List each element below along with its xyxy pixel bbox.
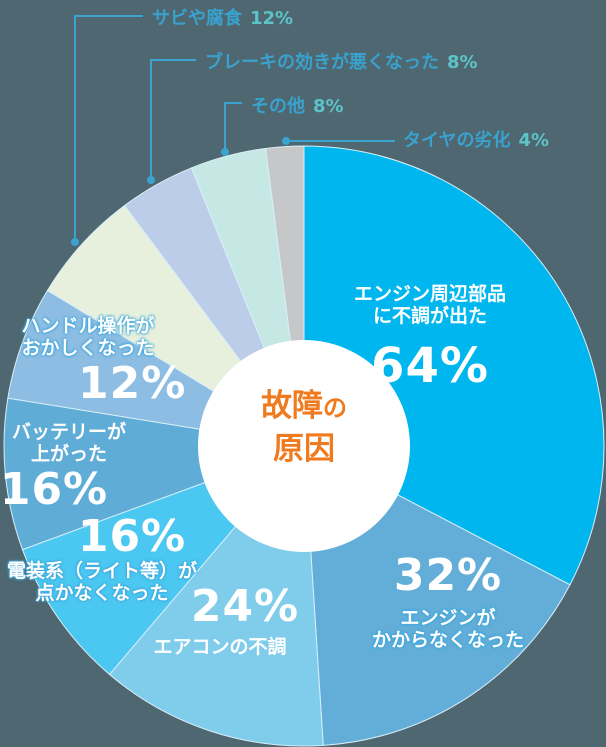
callout-other: その他 8% (251, 92, 344, 118)
label-name: に不調が出た (372, 304, 487, 327)
center-title-line2: 原因 (273, 431, 335, 468)
center-hole (198, 340, 410, 552)
label-name: 上がった (30, 442, 107, 465)
callout-tire: タイヤの劣化 4% (403, 126, 549, 152)
label-pct: 32% (393, 550, 503, 601)
label-pct: 24% (190, 581, 300, 632)
label-battery: バッテリーが 上がった 16% (0, 421, 134, 514)
label-name: エアコンの不調 (153, 636, 287, 659)
label-name: エンジン周辺部品 (353, 283, 506, 305)
callout-label: タイヤの劣化 (403, 130, 511, 151)
callout-line (150, 59, 196, 180)
callout-dot (147, 176, 155, 184)
label-name: 電装系（ライト等）が (6, 560, 197, 583)
label-pct: 64% (371, 337, 489, 394)
label-name: かからなくなった (371, 629, 524, 652)
label-name: ハンドル操作が (21, 315, 155, 337)
label-pct: 16% (0, 463, 109, 515)
label-name: 点かなくなった (35, 582, 169, 605)
label-engine-start: 32% エンジンが かからなくなった (358, 550, 538, 652)
callout-pct: 8% (313, 96, 344, 117)
label-steering: ハンドル操作が おかしくなった 12% (8, 315, 187, 409)
center-title-word: 故障 (261, 388, 323, 424)
label-name: バッテリーが (11, 421, 126, 443)
label-engine-parts: エンジン周辺部品 に不調が出た 64% (330, 283, 530, 394)
callout-label: サビや腐食 (152, 8, 242, 29)
callout-pct: 8% (447, 52, 478, 73)
callout-label: その他 (251, 96, 305, 117)
callout-label: ブレーキの効きが悪くなった (205, 52, 439, 73)
callout-line (74, 15, 143, 242)
callout-pct: 4% (518, 130, 550, 151)
label-electrical: 16% 電装系（ライト等）が 点かなくなった (2, 511, 202, 605)
label-name: エンジンが (400, 607, 496, 630)
callout-line (224, 102, 242, 152)
callout-lines (71, 15, 395, 246)
callout-brake: ブレーキの効きが悪くなった 8% (205, 48, 478, 74)
center-title: 故障の 原因 (204, 385, 404, 472)
label-aircon: 24% エアコンの不調 (130, 581, 310, 659)
center-title-particle: の (323, 394, 347, 422)
callout-dot (282, 137, 290, 145)
label-name: おかしくなった (21, 336, 155, 359)
label-pct: 16% (77, 511, 187, 562)
callout-dot (71, 238, 79, 246)
label-pct: 12% (78, 357, 187, 409)
callout-pct: 12% (250, 8, 294, 29)
callout-dot (221, 148, 229, 156)
callout-rust: サビや腐食 12% (152, 4, 293, 30)
